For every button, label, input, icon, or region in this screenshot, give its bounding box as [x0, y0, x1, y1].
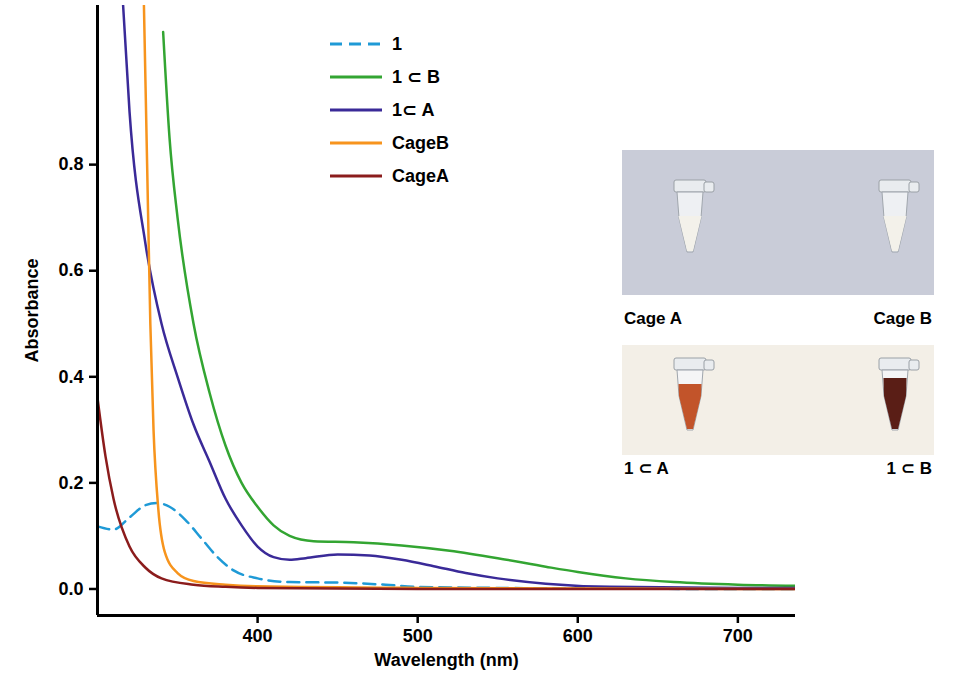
- svg-text:0.6: 0.6: [58, 260, 83, 280]
- svg-text:600: 600: [563, 626, 593, 646]
- svg-text:700: 700: [723, 626, 753, 646]
- svg-text:CageA: CageA: [392, 166, 449, 186]
- svg-text:CageB: CageB: [392, 133, 449, 153]
- svg-text:1 ⊂ A: 1 ⊂ A: [624, 459, 669, 478]
- svg-text:400: 400: [243, 626, 273, 646]
- svg-text:Absorbance: Absorbance: [22, 258, 42, 362]
- svg-text:500: 500: [403, 626, 433, 646]
- svg-text:Wavelength (nm): Wavelength (nm): [374, 650, 518, 670]
- svg-text:1⊂ A: 1⊂ A: [392, 100, 434, 120]
- svg-text:1: 1: [392, 34, 402, 54]
- svg-text:0.8: 0.8: [58, 154, 83, 174]
- svg-text:Cage B: Cage B: [873, 309, 932, 328]
- svg-text:0.2: 0.2: [58, 473, 83, 493]
- svg-text:0.4: 0.4: [58, 367, 83, 387]
- svg-text:0.0: 0.0: [58, 579, 83, 599]
- svg-text:1 ⊂ B: 1 ⊂ B: [887, 459, 932, 478]
- svg-text:1 ⊂ B: 1 ⊂ B: [392, 67, 440, 87]
- svg-text:Cage A: Cage A: [624, 309, 682, 328]
